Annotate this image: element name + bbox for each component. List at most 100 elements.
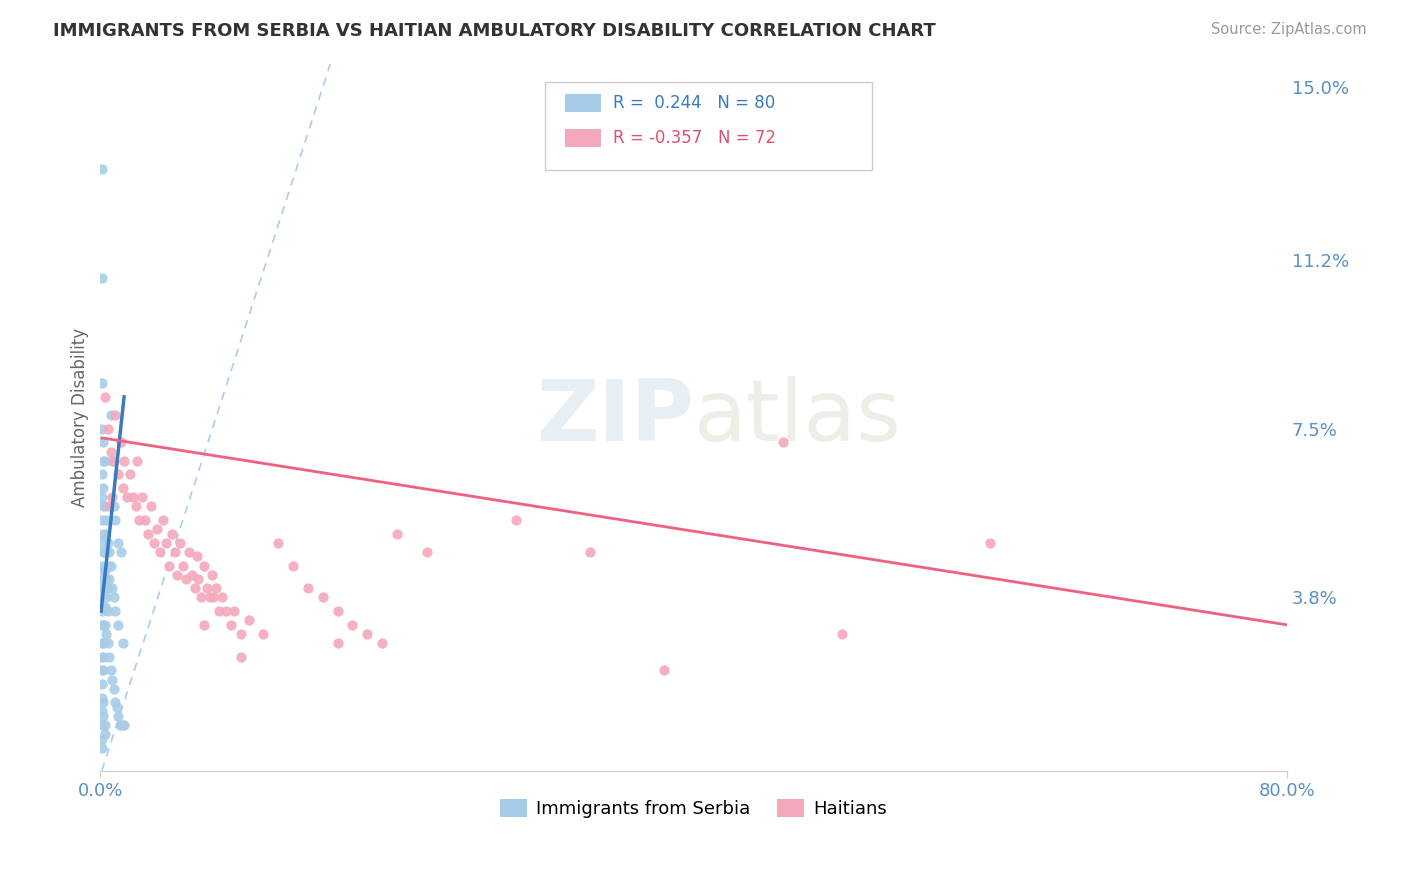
Text: ZIP: ZIP [536, 376, 693, 458]
Point [163, 545, 186, 559]
Point [110, 435, 132, 450]
Point [179, 545, 201, 559]
Point [90, 271, 112, 285]
Point [104, 695, 127, 709]
Legend: Immigrants from Serbia, Haitians: Immigrants from Serbia, Haitians [492, 791, 894, 825]
Point [149, 545, 172, 559]
Point [94, 453, 117, 467]
Point [136, 526, 159, 541]
Point [103, 500, 125, 514]
Point [94, 390, 117, 404]
Point [94, 718, 117, 732]
Point [198, 591, 221, 605]
Point [90, 649, 112, 664]
Point [202, 591, 225, 605]
Point [90, 376, 112, 391]
Point [98, 500, 121, 514]
Point [211, 591, 233, 605]
Point [283, 558, 305, 573]
Point [208, 604, 231, 618]
Point [91, 435, 114, 450]
Point [91, 617, 114, 632]
Point [105, 699, 128, 714]
Point [127, 453, 149, 467]
Point [97, 535, 120, 549]
Point [101, 453, 124, 467]
FancyBboxPatch shape [565, 94, 600, 112]
Point [94, 545, 117, 559]
Point [112, 453, 135, 467]
Y-axis label: Ambulatory Disability: Ambulatory Disability [72, 328, 89, 507]
Point [101, 582, 124, 596]
Point [131, 490, 153, 504]
Point [231, 649, 253, 664]
Point [115, 490, 138, 504]
Text: atlas: atlas [693, 376, 901, 458]
Point [107, 467, 129, 482]
Point [91, 545, 114, 559]
Point [91, 664, 114, 678]
Point [90, 636, 112, 650]
Point [118, 467, 141, 482]
Point [90, 467, 112, 482]
FancyBboxPatch shape [546, 82, 872, 170]
Point [172, 558, 194, 573]
Point [91, 709, 114, 723]
Point [139, 500, 162, 514]
Point [98, 545, 121, 559]
Point [98, 572, 121, 586]
Point [215, 604, 238, 618]
Point [111, 481, 134, 495]
Point [90, 664, 112, 678]
Point [145, 522, 167, 536]
Point [342, 617, 364, 632]
Point [385, 526, 408, 541]
Point [96, 572, 118, 586]
Point [107, 617, 129, 632]
Point [90, 572, 112, 586]
Point [90, 161, 112, 176]
Point [186, 549, 208, 564]
Point [91, 526, 114, 541]
FancyBboxPatch shape [565, 129, 600, 147]
Point [91, 500, 114, 514]
Point [356, 627, 378, 641]
Point [101, 673, 124, 687]
Point [312, 591, 335, 605]
Point [181, 567, 204, 582]
Point [91, 582, 114, 596]
Point [91, 453, 114, 467]
Point [97, 604, 120, 618]
Point [152, 513, 174, 527]
Text: R =  0.244   N = 80: R = 0.244 N = 80 [613, 94, 775, 112]
Point [104, 408, 127, 422]
Point [97, 582, 120, 596]
Point [110, 718, 132, 732]
Point [91, 695, 114, 709]
Point [111, 718, 134, 732]
Point [415, 545, 437, 559]
Point [184, 582, 207, 596]
Point [97, 636, 120, 650]
Point [96, 513, 118, 527]
Point [104, 513, 127, 527]
Point [267, 535, 290, 549]
Point [94, 617, 117, 632]
Point [100, 558, 122, 573]
Text: Source: ZipAtlas.com: Source: ZipAtlas.com [1211, 22, 1367, 37]
Point [505, 513, 527, 527]
Text: IMMIGRANTS FROM SERBIA VS HAITIAN AMBULATORY DISABILITY CORRELATION CHART: IMMIGRANTS FROM SERBIA VS HAITIAN AMBULA… [53, 22, 936, 40]
Point [326, 604, 349, 618]
Point [187, 572, 209, 586]
Point [101, 490, 124, 504]
Point [90, 740, 112, 755]
Point [90, 604, 112, 618]
Point [160, 526, 183, 541]
Point [100, 408, 122, 422]
Point [100, 444, 122, 458]
Point [91, 563, 114, 577]
Point [772, 435, 794, 450]
Point [166, 567, 188, 582]
Point [169, 535, 191, 549]
Point [142, 535, 165, 549]
